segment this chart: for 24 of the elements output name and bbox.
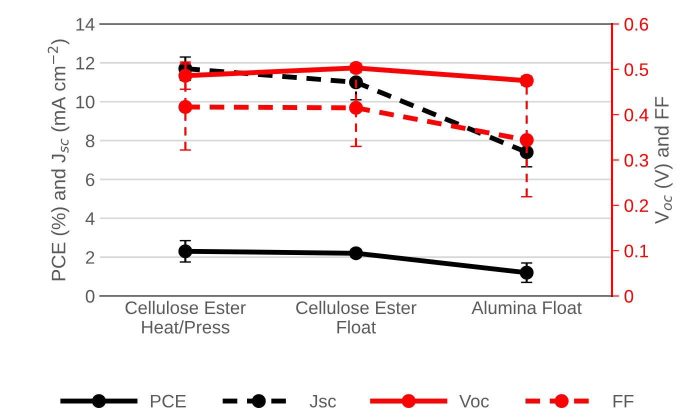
y-tick-label: 0 — [86, 290, 94, 303]
x-tick-label: Cellulose Ester Heat/Press — [126, 300, 246, 334]
y2-tick-label: 0.4 — [624, 108, 648, 122]
y2-tick-label: 0.1 — [624, 244, 648, 258]
legend-label: PCE — [150, 394, 186, 408]
legend-label: Voc — [459, 394, 489, 408]
y-tick-label: 6 — [86, 173, 94, 186]
y-tick-label: 14 — [76, 18, 95, 31]
y2-axis-title: V$_{oc}$ (V) and FF — [654, 96, 673, 224]
y-axis-title: PCE (%) and J$_{sc}$ (mA cm$^{−2}$) — [48, 40, 70, 280]
legend-label: FF — [614, 394, 634, 408]
y-tick-label: 4 — [86, 212, 95, 225]
legend-label: Jsc — [310, 394, 336, 408]
y2-tick-label: 0 — [624, 290, 634, 303]
y2-tick-label: 0.2 — [624, 199, 648, 212]
y-tick-label: 12 — [76, 56, 94, 70]
y2-tick-label: 0.6 — [624, 18, 648, 31]
y-tick-label: 2 — [86, 251, 94, 264]
y-tick-label: 8 — [86, 134, 94, 148]
y2-tick-label: 0.5 — [624, 63, 648, 76]
y-tick-label: 10 — [76, 96, 94, 108]
x-tick-label: Cellulose Ester Float — [296, 300, 416, 334]
x-tick-label: Alumina Float — [472, 300, 582, 314]
y2-tick-label: 0.3 — [624, 154, 648, 167]
